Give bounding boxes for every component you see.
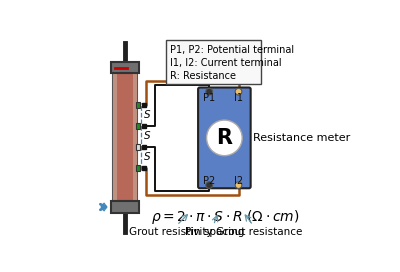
Text: S: S (144, 110, 151, 120)
Circle shape (206, 182, 212, 188)
Circle shape (235, 88, 242, 95)
Text: Resistance meter: Resistance meter (253, 133, 350, 143)
Text: R: Resistance: R: Resistance (170, 71, 236, 81)
Bar (113, 73, 137, 201)
Text: P2: P2 (203, 175, 215, 186)
Text: $\rho = 2 \cdot \pi \cdot S \cdot R\ (\Omega \cdot cm)$: $\rho = 2 \cdot \pi \cdot S \cdot R\ (\O… (151, 208, 299, 226)
Text: P1, P2: Potential terminal: P1, P2: Potential terminal (170, 45, 294, 55)
Circle shape (206, 88, 212, 95)
Bar (111, 62, 139, 73)
Text: S: S (144, 131, 151, 141)
Text: Grout resistivity: Grout resistivity (129, 227, 212, 237)
Bar (136, 102, 140, 108)
Bar (136, 165, 140, 171)
Text: R: R (216, 128, 232, 148)
Bar (136, 123, 140, 129)
Bar (111, 201, 139, 213)
Text: P1: P1 (203, 92, 215, 103)
Text: I2: I2 (234, 175, 243, 186)
Bar (113, 73, 117, 201)
Text: I1, I2: Current terminal: I1, I2: Current terminal (170, 58, 282, 68)
FancyBboxPatch shape (198, 88, 251, 188)
Circle shape (235, 182, 242, 188)
Bar (136, 144, 140, 150)
Circle shape (206, 120, 242, 156)
Text: Pin spacing: Pin spacing (185, 227, 244, 237)
Text: S: S (144, 152, 151, 162)
Text: Grout resistance: Grout resistance (216, 227, 303, 237)
FancyBboxPatch shape (166, 40, 260, 84)
Bar (132, 73, 137, 201)
Text: I1: I1 (234, 92, 243, 103)
